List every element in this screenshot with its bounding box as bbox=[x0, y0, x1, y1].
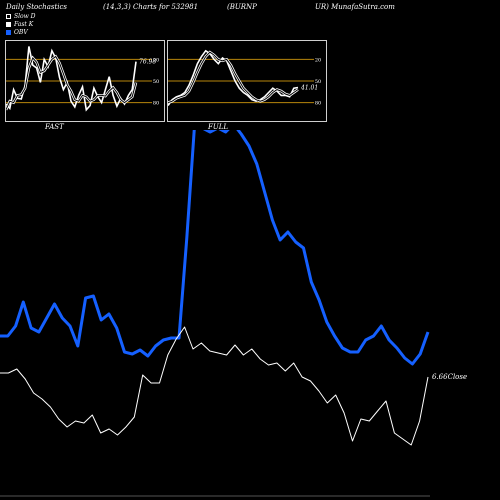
legend-item-slow: Slow D bbox=[6, 12, 36, 20]
legend-item-fast: Fast K bbox=[6, 20, 36, 28]
close-price-label: 6.66Close bbox=[432, 373, 468, 381]
fast-panel-label: FAST bbox=[45, 123, 64, 131]
close-price-line bbox=[0, 326, 429, 446]
legend: Slow D Fast K OBV bbox=[6, 12, 36, 36]
legend-label-slow: Slow D bbox=[14, 12, 36, 20]
legend-swatch-slow bbox=[6, 13, 11, 19]
legend-item-obv: OBV bbox=[6, 28, 36, 36]
obv-line bbox=[0, 130, 430, 366]
fast-series-slow-d-core bbox=[6, 55, 137, 111]
fast-y-tick-label: 50 bbox=[153, 79, 159, 85]
price-obv-plot bbox=[0, 130, 430, 497]
full-last-value-label: 41.01 bbox=[300, 84, 318, 91]
fast-stochastic-panel: 80 50 20 76.98 bbox=[5, 40, 165, 122]
fast-series-fast-k bbox=[6, 46, 137, 112]
fast-y-tick-label: 80 bbox=[153, 101, 159, 107]
symbol-part-2: UR) MunafaSutra.com bbox=[315, 3, 395, 11]
full-y-tick-label: 80 bbox=[315, 101, 321, 107]
legend-swatch-obv bbox=[6, 29, 11, 35]
legend-label-fast: Fast K bbox=[14, 20, 34, 28]
full-y-tick-label: 20 bbox=[315, 57, 321, 63]
fast-last-value-label: 76.98 bbox=[139, 59, 156, 66]
full-panel-label: FULL bbox=[208, 123, 229, 131]
full-series-slow-d-core bbox=[168, 51, 299, 104]
fast-y-tick-label: 20 bbox=[153, 57, 159, 63]
full-stochastic-plot: 80 50 20 41.01 bbox=[168, 49, 321, 107]
full-y-tick-label: 50 bbox=[315, 79, 321, 85]
chart-params: (14,3,3) Charts for 532981 bbox=[103, 3, 199, 11]
legend-label-obv: OBV bbox=[14, 28, 28, 36]
full-stochastic-panel: 80 50 20 41.01 bbox=[167, 40, 327, 122]
legend-swatch-fast bbox=[6, 21, 11, 27]
chart-title: Daily Stochastics bbox=[6, 3, 68, 11]
symbol-part-1: (BURNP bbox=[227, 3, 257, 11]
